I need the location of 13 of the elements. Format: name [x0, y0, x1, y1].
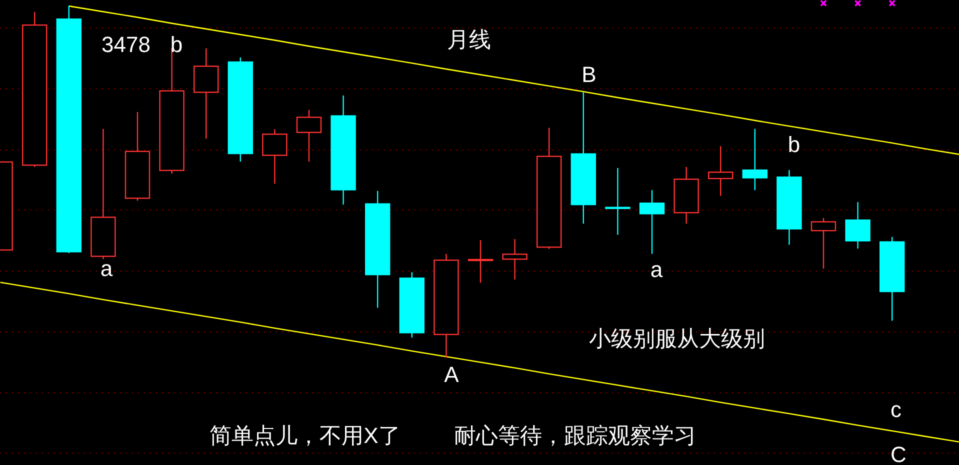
- text: 耐心等待，跟踪观察学习: [454, 423, 696, 448]
- annotation: 小级别服从大级别: [589, 326, 765, 351]
- annotation: B: [582, 62, 596, 87]
- text: c: [890, 397, 902, 422]
- annotation: b: [170, 32, 183, 57]
- annotation: b: [788, 132, 800, 157]
- annotation: a: [650, 257, 664, 282]
- annotation: a: [100, 256, 114, 281]
- text: C: [890, 442, 907, 465]
- text: A: [444, 362, 460, 387]
- text: 简单点儿，不用X了: [210, 423, 400, 448]
- annotation: 3478: [102, 32, 150, 57]
- text: 月线: [447, 27, 491, 52]
